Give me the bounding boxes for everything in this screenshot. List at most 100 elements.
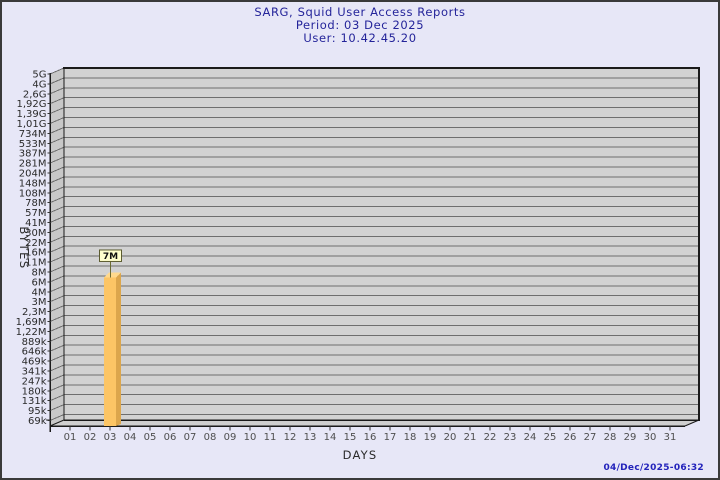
x-tick-label: 16	[364, 432, 377, 443]
gridline-slant	[49, 324, 65, 332]
x-tick-label: 17	[384, 432, 397, 443]
back-wall	[64, 68, 699, 420]
y-tick-label: 1,69M	[16, 317, 47, 328]
origin-corner-edge	[49, 419, 65, 427]
x-tick-label: 10	[244, 432, 257, 443]
y-tick-label: 108M	[19, 188, 47, 199]
x-tick-label: 03	[104, 432, 117, 443]
x-tick-label: 24	[524, 432, 537, 443]
y-tick-label: 204M	[19, 169, 47, 180]
gridline-slant	[49, 196, 65, 204]
gridline-slant	[49, 394, 65, 402]
x-tick-label: 01	[64, 432, 77, 443]
gridline-slant	[49, 107, 65, 115]
y-tick-label: 1,01G	[16, 119, 46, 130]
x-tick-label: 14	[324, 432, 337, 443]
x-tick-label: 25	[544, 432, 557, 443]
y-tick-label: 5G	[32, 70, 46, 81]
x-axis-title: DAYS	[343, 448, 378, 462]
gridline-slant	[49, 384, 65, 392]
bar-top-face	[104, 272, 121, 278]
y-tick-label: 148M	[19, 178, 47, 189]
y-tick-label: 57M	[25, 208, 46, 219]
gridline-slant	[49, 156, 65, 164]
y-tick-label: 1,92G	[16, 99, 46, 110]
gridline-slant	[49, 176, 65, 184]
y-tick-label: 30M	[25, 228, 46, 239]
gridline-slant	[49, 315, 65, 322]
gridline-slant	[49, 87, 65, 95]
y-tick-label: 4M	[32, 287, 47, 298]
gridline-slant	[49, 77, 65, 85]
floor-right-edge	[684, 419, 700, 427]
gridline-slant	[49, 206, 65, 214]
bar-side-face	[116, 272, 121, 426]
y-tick-label: 131k	[22, 396, 47, 407]
gridline-slant	[49, 414, 65, 421]
x-tick-label: 31	[664, 432, 677, 443]
gridline-slant	[49, 216, 65, 223]
x-tick-label: 22	[484, 432, 497, 443]
gridline-slant	[49, 146, 65, 154]
x-tick-label: 29	[624, 432, 637, 443]
floor	[50, 420, 699, 426]
bar-value-box	[99, 249, 122, 262]
gridline-slant	[49, 255, 65, 263]
gridline-slant	[49, 295, 65, 303]
y-tick-label: 646k	[22, 347, 47, 358]
gridline-slant	[49, 186, 65, 194]
y-tick-label: 469k	[22, 357, 47, 368]
x-tick-label: 20	[444, 432, 457, 443]
x-tick-label: 13	[304, 432, 317, 443]
chart-period: Period: 03 Dec 2025	[295, 18, 425, 32]
x-tick-label: 02	[84, 432, 97, 443]
y-tick-label: 4G	[32, 79, 46, 90]
y-tick-label: 69k	[28, 416, 47, 427]
y-tick-label: 180k	[22, 386, 47, 397]
y-tick-label: 1,22M	[16, 327, 47, 338]
x-tick-label: 30	[644, 432, 657, 443]
gridline-slant	[49, 285, 65, 293]
x-tick-label: 26	[564, 432, 577, 443]
y-tick-label: 6M	[32, 277, 47, 288]
gridline-slant	[49, 354, 65, 362]
y-tick-label: 734M	[19, 129, 47, 140]
y-tick-label: 95k	[28, 406, 47, 417]
bar-day-03	[104, 277, 116, 426]
y-tick-label: 11M	[25, 258, 46, 269]
gridline-slant	[49, 97, 65, 105]
x-tick-label: 23	[504, 432, 517, 443]
gridline-slant	[49, 67, 65, 75]
x-tick-label: 15	[344, 432, 357, 443]
gridline-slant	[49, 235, 65, 243]
x-tick-label: 19	[424, 432, 437, 443]
generated-timestamp: 04/Dec/2025-06:32	[603, 463, 704, 473]
y-tick-label: 41M	[25, 218, 46, 229]
gridline-slant	[49, 275, 65, 283]
x-tick-label: 07	[184, 432, 197, 443]
y-tick-label: 8M	[32, 268, 47, 279]
x-tick-label: 06	[164, 432, 177, 443]
x-tick-label: 18	[404, 432, 417, 443]
y-tick-label: 1,39G	[16, 109, 46, 120]
y-tick-label: 247k	[22, 376, 47, 387]
y-tick-label: 2,6G	[23, 89, 47, 100]
gridline-slant	[49, 334, 65, 342]
chart-user: User: 10.42.45.20	[303, 31, 417, 45]
gridline-slant	[49, 126, 65, 134]
gridline-slant	[49, 117, 65, 124]
gridline-slant	[49, 305, 65, 313]
chart-title: SARG, Squid User Access Reports	[254, 5, 466, 19]
x-tick-label: 11	[264, 432, 277, 443]
x-tick-label: 28	[604, 432, 617, 443]
gridline-slant	[49, 404, 65, 412]
x-tick-label: 04	[124, 432, 137, 443]
gridline-slant	[49, 136, 65, 144]
gridline-slant	[49, 166, 65, 174]
x-tick-label: 08	[204, 432, 217, 443]
y-tick-label: 78M	[25, 198, 46, 209]
gridline-slant	[49, 364, 65, 372]
y-tick-label: 22M	[25, 238, 46, 249]
chart-generated-content: 5G4G2,6G1,92G1,39G1,01G734M533M387M281M2…	[16, 67, 700, 443]
y-tick-label: 341k	[22, 367, 47, 378]
